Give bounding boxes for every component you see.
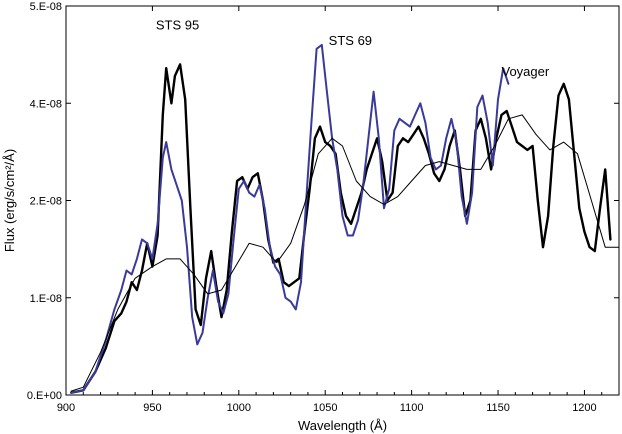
annotation-label: STS 69 xyxy=(329,33,372,48)
x-axis-title: Wavelength (Å) xyxy=(298,418,387,433)
y-tick-label: 5.E-08 xyxy=(30,1,62,13)
y-tick-label: 0.E+00 xyxy=(27,390,62,402)
annotation-label: Voyager xyxy=(501,64,549,79)
annotation-label: STS 95 xyxy=(156,17,199,32)
x-tick-label: 1000 xyxy=(227,402,251,414)
x-tick-label: 1050 xyxy=(313,402,337,414)
y-tick-label: 2.E-08 xyxy=(30,196,62,208)
x-tick-label: 900 xyxy=(57,402,75,414)
y-tick-label: 4.E-08 xyxy=(30,98,62,110)
annotation-layer: STS 95 STS 69 Voyager xyxy=(156,17,550,79)
series-line-sts-69 xyxy=(70,43,510,394)
series-line-voyager xyxy=(70,114,620,392)
y-tick-label: 1.E-08 xyxy=(30,293,62,305)
series-layer xyxy=(69,43,620,394)
x-tick-label: 1100 xyxy=(400,402,424,414)
y-axis-title: Flux (erg/s/cm²/Å) xyxy=(2,149,17,252)
series-line-sts-95 xyxy=(69,63,612,394)
x-tick-label: 1150 xyxy=(486,402,510,414)
x-tick-label: 1200 xyxy=(572,402,596,414)
x-tick-label: 950 xyxy=(143,402,161,414)
axes-layer: 900 950 1000 1050 1100 1150 1200 0.E+00 1.E-08 2.… xyxy=(27,1,620,414)
